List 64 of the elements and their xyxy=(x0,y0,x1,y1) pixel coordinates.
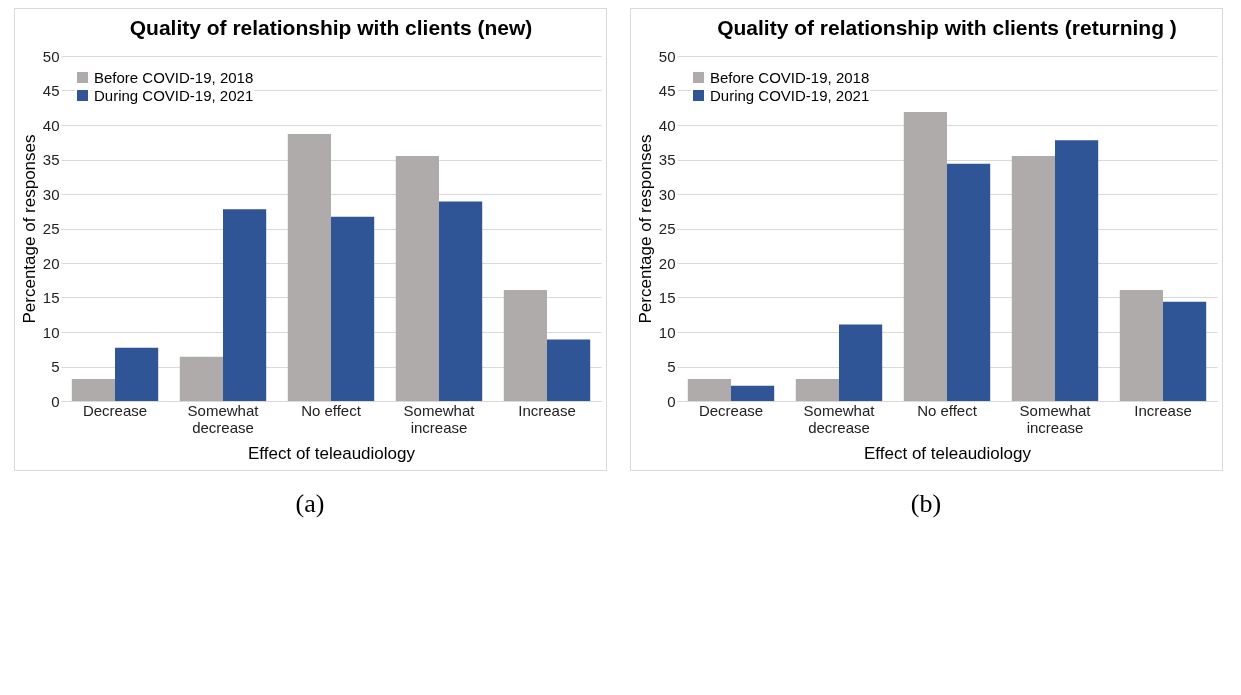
chart-title: Quality of relationship with clients (new) xyxy=(129,16,532,39)
y-tick-label: 45 xyxy=(42,82,59,99)
bar xyxy=(222,209,266,401)
bar xyxy=(330,216,374,401)
text: (b) xyxy=(910,489,942,519)
legend-label: Before COVID-19, 2018 xyxy=(93,68,253,86)
y-tick-label: 30 xyxy=(42,185,59,203)
x-tick-label: Somewhat decrease xyxy=(803,401,875,436)
x-tick-label: Decrease xyxy=(698,401,763,419)
x-tick-label: No effect xyxy=(300,401,362,419)
y-tick-label: 15 xyxy=(42,289,59,306)
y-tick-label: 10 xyxy=(42,323,59,341)
legend-label: During COVID-19, 2021 xyxy=(93,86,253,104)
y-tick-label: 35 xyxy=(658,151,675,168)
bar xyxy=(1162,301,1206,401)
chart-title: Quality of relationship with clients (returning ) xyxy=(716,16,1177,39)
y-tick-label: 30 xyxy=(658,185,675,203)
bar xyxy=(395,156,439,401)
bar xyxy=(795,378,839,401)
y-tick-label: 0 xyxy=(666,392,675,410)
y-tick-label: 0 xyxy=(50,392,59,410)
x-tick-label: Increase xyxy=(1133,401,1192,419)
y-tick-label: 25 xyxy=(42,220,59,237)
x-tick-label: Decrease xyxy=(82,401,147,419)
y-tick-label: 20 xyxy=(658,254,675,272)
legend-label: During COVID-19, 2021 xyxy=(709,86,869,104)
bar xyxy=(71,378,115,401)
bar xyxy=(730,385,774,401)
legend-label: Before COVID-19, 2018 xyxy=(709,68,869,86)
y-tick-label: 40 xyxy=(42,116,59,134)
bar xyxy=(946,163,990,401)
y-axis-title: Percentage of responses xyxy=(19,134,39,324)
x-tick-label: Somewhat increase xyxy=(1019,401,1091,436)
y-tick-label: 50 xyxy=(42,47,59,65)
bar xyxy=(438,201,482,401)
bar xyxy=(546,339,590,401)
bar xyxy=(903,111,947,401)
y-tick-label: 35 xyxy=(42,151,59,168)
text: (a) xyxy=(295,489,325,519)
bar xyxy=(287,133,331,401)
x-tick-label: Increase xyxy=(517,401,576,419)
bar xyxy=(179,356,223,401)
y-tick-label: 10 xyxy=(658,323,675,341)
x-tick-label: Somewhat increase xyxy=(403,401,475,436)
y-tick-label: 5 xyxy=(50,358,59,375)
bar xyxy=(838,324,882,401)
x-axis-title: Effect of teleaudiology xyxy=(247,443,415,463)
y-tick-label: 45 xyxy=(658,82,675,99)
bar xyxy=(687,378,731,401)
y-axis-title: Percentage of responses xyxy=(635,134,655,324)
x-tick-label: Somewhat decrease xyxy=(187,401,259,436)
y-tick-label: 20 xyxy=(42,254,59,272)
y-tick-label: 50 xyxy=(658,47,675,65)
bar xyxy=(1054,140,1098,401)
y-tick-label: 5 xyxy=(666,358,675,375)
y-tick-label: 40 xyxy=(658,116,675,134)
x-tick-label: No effect xyxy=(916,401,978,419)
bar xyxy=(1119,289,1163,401)
y-tick-label: 15 xyxy=(658,289,675,306)
bar xyxy=(114,347,158,401)
bar xyxy=(1011,156,1055,401)
bar xyxy=(503,289,547,401)
x-axis-title: Effect of teleaudiology xyxy=(863,443,1031,463)
y-tick-label: 25 xyxy=(658,220,675,237)
